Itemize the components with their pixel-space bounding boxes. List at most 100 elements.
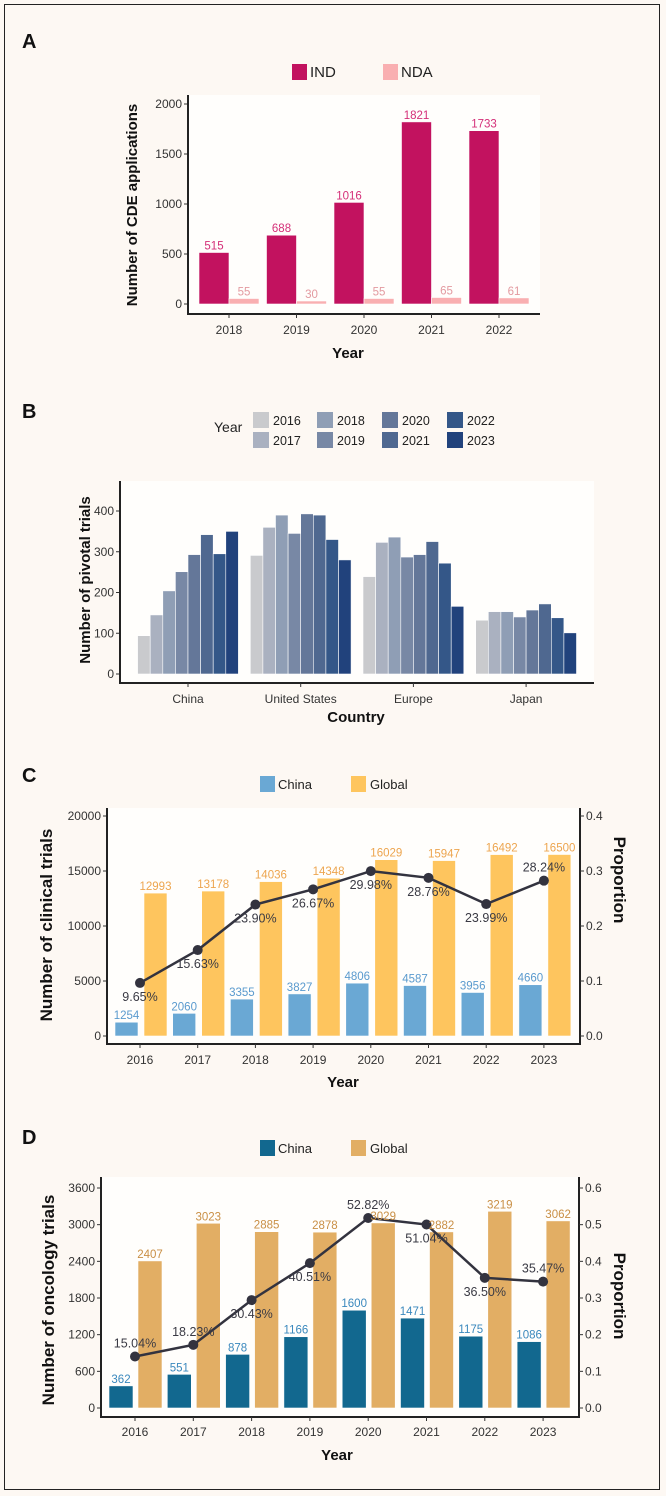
proportion-point xyxy=(421,1219,432,1230)
bar-china-2023 xyxy=(516,1341,542,1409)
bar-china-2019 xyxy=(287,993,312,1037)
bar-china-2021 xyxy=(400,1317,425,1409)
bar-2019-united-states xyxy=(287,533,302,675)
x-tick-label: 2020 xyxy=(351,323,378,337)
x-tick-label: 2023 xyxy=(531,1053,558,1067)
bar-value-label: 16029 xyxy=(370,848,402,860)
y2-tick-label: 0.1 xyxy=(585,1364,602,1378)
bar-value-label: 3355 xyxy=(229,987,255,999)
y-tick-label: 15000 xyxy=(68,864,102,878)
bar-value-label: 4806 xyxy=(345,971,371,983)
y2-tick-label: 0.5 xyxy=(585,1218,602,1232)
y-axis-title: Number of clinical trials xyxy=(37,829,56,1022)
bar-value-label: 688 xyxy=(272,223,291,235)
bar-2021-china xyxy=(200,534,214,675)
y2-tick-label: 0.6 xyxy=(585,1181,602,1195)
bar-2018-europe xyxy=(387,536,402,675)
bar-value-label: 14036 xyxy=(255,870,287,882)
y-tick-label: 2000 xyxy=(155,97,182,111)
bar-global-2018 xyxy=(254,1231,279,1409)
proportion-label: 28.24% xyxy=(523,861,565,875)
proportion-point xyxy=(481,899,492,910)
y-tick-label: 5000 xyxy=(74,974,101,988)
proportion-label: 29.98% xyxy=(350,878,392,892)
proportion-label: 51.04% xyxy=(405,1232,447,1246)
legend-label: 2016 xyxy=(273,414,301,428)
bar-value-label: 878 xyxy=(228,1342,247,1354)
bar-china-2018 xyxy=(225,1354,250,1409)
y-axis-title: Number of oncology trials xyxy=(39,1195,58,1406)
bar-2023-japan xyxy=(563,632,577,675)
legend-swatch xyxy=(292,64,307,80)
bar-value-label: 13178 xyxy=(197,879,229,891)
bar-china-2019 xyxy=(283,1336,309,1409)
proportion-line xyxy=(134,1216,544,1358)
bar-value-label: 2882 xyxy=(429,1220,455,1232)
bar-value-label: 1600 xyxy=(341,1298,367,1310)
legend-label: 2023 xyxy=(467,434,495,448)
bar-value-label: 1175 xyxy=(458,1324,483,1336)
legend-swatch xyxy=(383,64,398,80)
proportion-point xyxy=(479,1272,490,1283)
bar-2017-europe xyxy=(375,542,389,675)
proportion-point xyxy=(538,875,549,886)
bar-global-2019 xyxy=(312,1231,338,1409)
proportion-point xyxy=(192,945,203,956)
legend-swatch xyxy=(447,432,463,448)
proportion-line xyxy=(139,869,545,985)
bar-2021-united-states xyxy=(312,514,327,675)
x-tick-label: United States xyxy=(265,692,337,706)
bar-2021-japan xyxy=(538,603,552,675)
bar-value-label: 4660 xyxy=(518,973,544,985)
bar-value-label: 15947 xyxy=(428,849,460,861)
bar-2019-china xyxy=(175,571,189,675)
legend-label: 2017 xyxy=(273,434,301,448)
bar-value-label: 55 xyxy=(238,287,251,299)
y-tick-label: 2400 xyxy=(68,1254,95,1268)
y2-tick-label: 0.3 xyxy=(586,864,603,878)
bar-global-2020 xyxy=(374,859,399,1037)
proportion-point xyxy=(188,1339,199,1350)
x-axis-title: Year xyxy=(332,345,364,362)
proportion-label: 52.82% xyxy=(347,1198,389,1212)
legend-label: 2020 xyxy=(402,414,430,428)
proportion-label: 23.90% xyxy=(234,912,276,926)
bar-china-2022 xyxy=(458,1335,484,1409)
bar-global-2017 xyxy=(196,1222,221,1409)
bar-global-2020 xyxy=(370,1222,396,1409)
x-tick-label: 2021 xyxy=(415,1053,442,1067)
x-tick-label: 2018 xyxy=(242,1053,269,1067)
y-tick-label: 100 xyxy=(94,626,114,640)
y2-tick-label: 0.4 xyxy=(585,1254,602,1268)
y-axis-title: Number of pivotal trials xyxy=(77,496,94,664)
x-tick-label: 2019 xyxy=(300,1053,327,1067)
proportion-point xyxy=(308,884,319,895)
y2-axis-title: Proportion xyxy=(610,1253,629,1340)
x-tick-label: 2021 xyxy=(418,323,445,337)
bar-value-label: 16500 xyxy=(543,843,575,855)
bar-2020-europe xyxy=(413,554,427,675)
legend-label: IND xyxy=(310,64,336,81)
bar-global-2022 xyxy=(489,854,514,1037)
x-tick-label: 2017 xyxy=(180,1425,207,1439)
bar-value-label: 2407 xyxy=(137,1249,163,1261)
bar-value-label: 3827 xyxy=(287,982,313,994)
proportion-point xyxy=(246,1295,257,1306)
bar-value-label: 1016 xyxy=(336,190,362,202)
y-tick-label: 0 xyxy=(175,297,182,311)
bar-value-label: 362 xyxy=(111,1374,130,1386)
bar-value-label: 2878 xyxy=(312,1220,338,1232)
bar-china-2016 xyxy=(114,1021,139,1037)
legend-swatch xyxy=(382,432,398,448)
panel-c xyxy=(103,776,584,1048)
proportion-label: 30.43% xyxy=(230,1307,272,1321)
bar-value-label: 1166 xyxy=(284,1325,309,1337)
bar-china-2018 xyxy=(230,998,254,1037)
bar-value-label: 65 xyxy=(440,286,453,298)
bar-global-2017 xyxy=(201,890,225,1037)
bar-2023-united-states xyxy=(338,559,352,675)
y-tick-label: 10000 xyxy=(68,919,102,933)
bar-china-2016 xyxy=(108,1385,134,1409)
proportion-point xyxy=(304,1258,315,1269)
proportion-point xyxy=(423,872,434,883)
